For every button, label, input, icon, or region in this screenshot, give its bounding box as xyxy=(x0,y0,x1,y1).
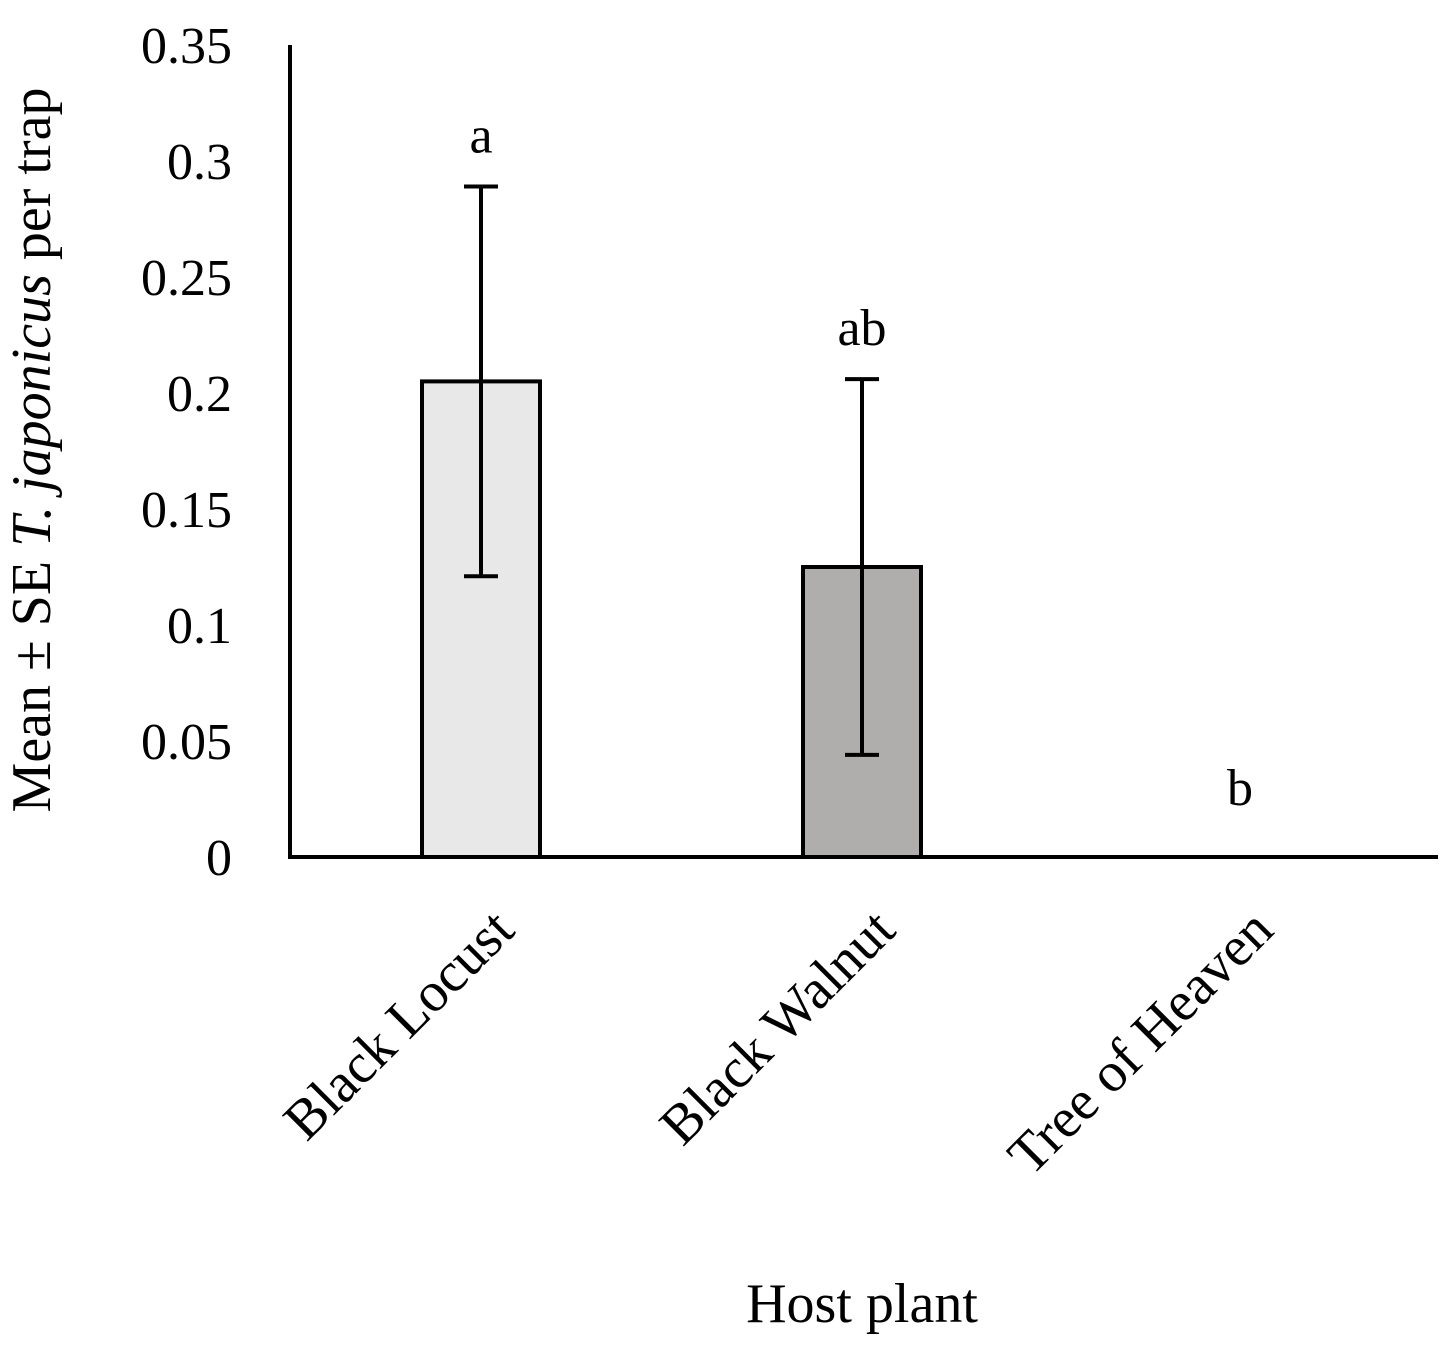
y-axis-title-part: per trap xyxy=(1,88,63,275)
x-axis-title: Host plant xyxy=(746,1273,978,1335)
x-category-labels: Black Locust Black Walnut Tree of Heaven xyxy=(272,898,1285,1187)
significance-letter: a xyxy=(469,108,492,165)
y-tick-label: 0.2 xyxy=(167,366,232,423)
error-bars-layer xyxy=(464,184,879,757)
y-axis-title: Mean ± SE T. japonicus per trap xyxy=(1,88,63,813)
significance-letter: b xyxy=(1227,760,1253,817)
y-tick-labels: 0 0.05 0.1 0.15 0.2 0.25 0.3 0.35 xyxy=(141,18,232,887)
significance-letter: ab xyxy=(837,300,886,357)
y-tick-label: 0.15 xyxy=(141,482,232,539)
y-tick-label: 0.3 xyxy=(167,134,232,191)
x-category-label: Black Locust xyxy=(272,898,526,1152)
bars-layer xyxy=(420,379,923,859)
y-axis-title-part: Mean ± SE xyxy=(1,547,63,813)
y-tick-label: 0.1 xyxy=(167,598,232,655)
y-tick-label: 0 xyxy=(206,830,232,887)
x-category-label: Black Walnut xyxy=(648,898,907,1157)
y-tick-label: 0.25 xyxy=(141,250,232,307)
y-axis-title-species: T. japonicus xyxy=(1,274,63,547)
x-category-label: Tree of Heaven xyxy=(996,898,1285,1187)
y-tick-label: 0.35 xyxy=(141,18,232,75)
y-tick-label: 0.05 xyxy=(141,714,232,771)
significance-letters: a ab b xyxy=(469,108,1253,817)
